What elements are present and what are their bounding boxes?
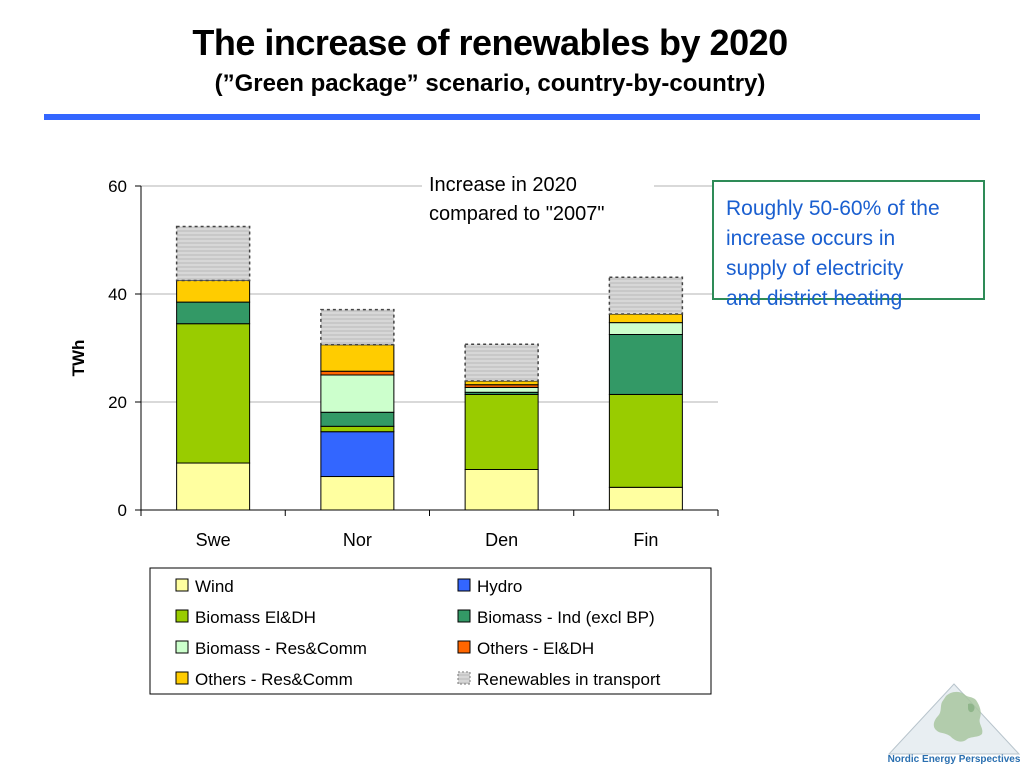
bar-segment <box>320 370 395 376</box>
bar-segment <box>176 301 251 325</box>
callout-line: supply of electricity <box>726 257 904 280</box>
bar-segment <box>320 344 395 372</box>
chart-annotation: compared to "2007" <box>429 203 604 225</box>
bar-segment <box>176 280 251 303</box>
legend-label: Biomass El&DH <box>195 608 316 627</box>
legend-label: Biomass - Ind (excl BP) <box>477 608 655 627</box>
bar-segment <box>608 393 683 488</box>
callout-line: Roughly 50-60% of the <box>726 197 940 220</box>
bar-segment <box>175 225 251 282</box>
y-tick-label: 20 <box>108 393 127 412</box>
bar-segment <box>320 476 395 511</box>
legend-swatch <box>457 640 471 654</box>
bar-segment <box>176 323 251 464</box>
page-title: The increase of renewables by 2020 <box>192 22 788 63</box>
legend-swatch <box>175 640 189 654</box>
callout-line: and district heating <box>726 287 903 310</box>
bar-segment <box>608 322 683 335</box>
bar-segment <box>608 486 683 511</box>
bar-segment <box>464 343 539 382</box>
legend-swatch <box>457 578 471 592</box>
bar-segment <box>464 469 539 511</box>
nordic-energy-perspectives-logo: Nordic Energy Perspectives <box>888 683 1021 765</box>
page-subtitle: (”Green package” scenario, country-by-co… <box>214 70 766 97</box>
chart-legend <box>149 567 712 695</box>
legend-label: Biomass - Res&Comm <box>195 639 367 658</box>
y-tick-label: 40 <box>108 285 127 304</box>
legend-swatch <box>457 609 471 623</box>
y-tick-label: 0 <box>118 501 127 520</box>
bar-segment <box>608 276 684 315</box>
y-tick-label: 60 <box>108 177 127 196</box>
legend-label: Hydro <box>477 577 522 596</box>
bar-segment <box>608 334 683 395</box>
bar-segment <box>320 308 395 346</box>
bar-segment <box>608 313 683 324</box>
legend-swatch <box>457 671 471 685</box>
logo-text: Nordic Energy Perspectives <box>888 754 1021 765</box>
x-tick-label: Den <box>485 530 518 550</box>
bar-segment <box>320 411 395 427</box>
bar-segment <box>464 386 539 393</box>
chart-annotation: Increase in 2020 <box>429 174 577 196</box>
title-divider <box>44 114 980 120</box>
bar-segment <box>320 431 395 478</box>
bar-segment <box>320 425 395 433</box>
legend-label: Wind <box>195 577 234 596</box>
legend-swatch <box>175 609 189 623</box>
x-tick-label: Swe <box>196 530 231 550</box>
legend-label: Renewables in transport <box>477 670 661 689</box>
bar-segment <box>464 393 539 470</box>
legend-swatch <box>175 578 189 592</box>
callout-line: increase occurs in <box>726 227 896 250</box>
x-tick-label: Nor <box>343 530 372 550</box>
y-axis-label: TWh <box>69 340 88 377</box>
callout-note: Roughly 50-60% of the increase occurs in… <box>712 180 985 310</box>
legend-label: Others - Res&Comm <box>195 670 353 689</box>
legend-label: Others - El&DH <box>477 639 594 658</box>
bar-segment <box>176 462 251 511</box>
annotation-background <box>422 168 654 230</box>
x-tick-label: Fin <box>633 530 658 550</box>
legend-swatch <box>175 671 189 685</box>
bar-segment <box>320 374 395 413</box>
